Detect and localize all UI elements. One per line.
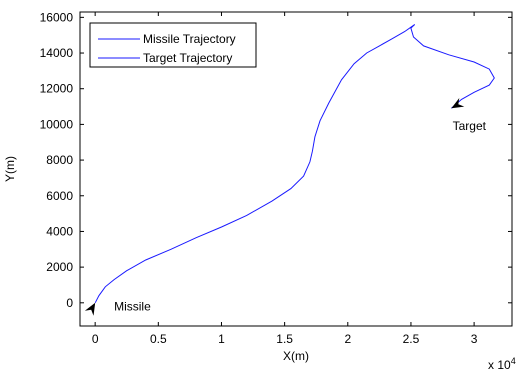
y-tick-label: 12000 [40, 82, 74, 96]
x-tick-label: 3 [471, 332, 478, 346]
x-tick-label: 2 [344, 332, 351, 346]
target-marker [451, 97, 465, 109]
missile-marker [84, 302, 96, 316]
x-multiplier-exponent: 4 [511, 356, 516, 366]
annotation-missile: Missile [114, 299, 151, 313]
y-tick-label: 14000 [40, 46, 74, 60]
x-tick-label: 0.5 [150, 332, 167, 346]
y-axis-label: Y(m) [3, 156, 17, 182]
legend: Missile Trajectory Target Trajectory [89, 22, 257, 68]
x-tick-label: 1.5 [276, 332, 293, 346]
ticks-layer: 0 0.5 1 1.5 2 2.5 3 0 2000 4000 6000 8000 10000 12000… [40, 10, 512, 346]
legend-label-missile: Missile Trajectory [143, 32, 236, 46]
x-tick-label: 2.5 [403, 332, 420, 346]
y-tick-label: 4000 [46, 224, 73, 238]
y-tick-label: 2000 [46, 260, 73, 274]
y-tick-label: 6000 [46, 189, 73, 203]
series-line-missile [94, 24, 415, 304]
x-tick-label: 0 [92, 332, 99, 346]
legend-label-target: Target Trajectory [143, 51, 232, 65]
x-multiplier: x 104 [488, 356, 516, 369]
plot-frame [79, 11, 513, 327]
x-axis-label: X(m) [283, 349, 309, 363]
legend-box [89, 22, 257, 68]
y-tick-label: 0 [66, 296, 73, 310]
series-line-target [410, 24, 495, 109]
y-tick-label: 10000 [40, 117, 74, 131]
plot-layer: Missile Target [84, 24, 495, 316]
annotation-target: Target [453, 119, 487, 133]
y-tick-label: 8000 [46, 153, 73, 167]
y-tick-label: 16000 [40, 10, 74, 24]
x-tick-label: 1 [218, 332, 225, 346]
